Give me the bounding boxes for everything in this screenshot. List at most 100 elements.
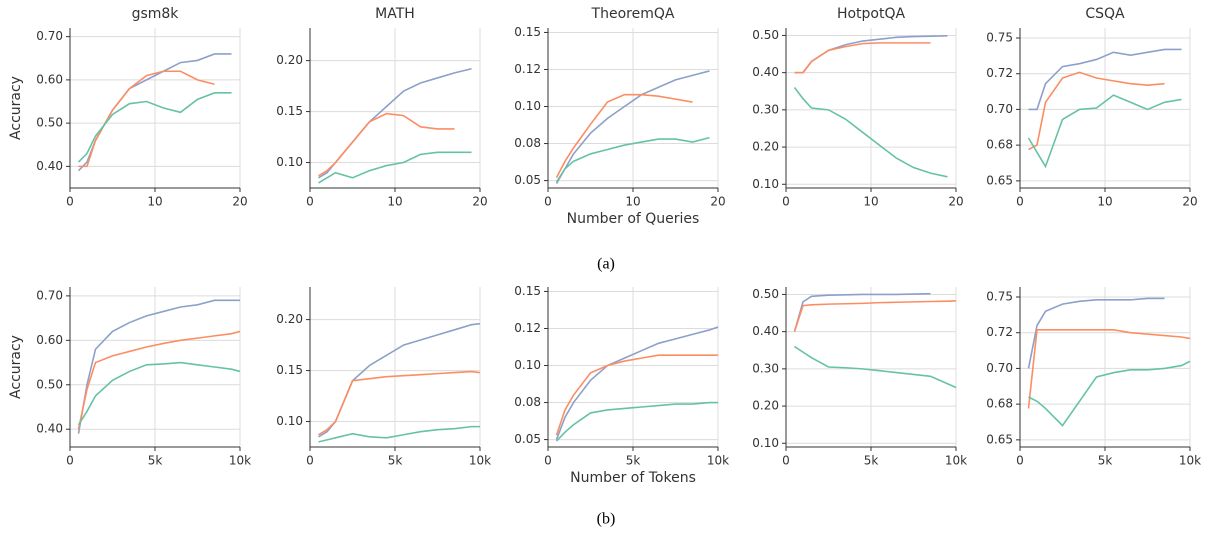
y-tick-label: 0.50 — [36, 377, 63, 391]
x-tick-label: 0 — [66, 195, 74, 209]
x-tick-label: 20 — [710, 195, 725, 209]
line — [77, 361, 241, 426]
caption: (b) — [597, 511, 616, 528]
line — [1027, 94, 1182, 169]
y-tick-label: 0.40 — [36, 422, 63, 436]
line — [318, 322, 481, 438]
chart-title: gsm8k — [132, 6, 180, 22]
y-tick-label: 0.50 — [752, 287, 779, 301]
y-tick-label: 0.70 — [36, 288, 63, 302]
y-tick-label: 0.10 — [276, 155, 303, 169]
y-tick-label: 0.60 — [36, 333, 63, 347]
x-tick-label: 10k — [229, 454, 251, 468]
x-tick-label: 10k — [1179, 454, 1201, 468]
y-tick-label: 0.70 — [36, 29, 63, 43]
y-tick-label: 0.15 — [514, 25, 541, 39]
line — [1027, 297, 1165, 369]
y-axis-label: Accuracy — [8, 335, 24, 399]
line — [555, 354, 718, 436]
y-tick-label: 0.20 — [276, 53, 303, 67]
line — [794, 42, 931, 74]
chart-title: HotpotQA — [837, 6, 906, 22]
y-tick-label: 0.12 — [514, 321, 541, 335]
x-axis-label: Number of Tokens — [570, 470, 696, 486]
x-tick-label: 10 — [147, 195, 162, 209]
line — [77, 92, 232, 163]
y-tick-label: 0.20 — [276, 312, 303, 326]
y-tick-label: 0.60 — [36, 72, 63, 86]
chart-title: CSQA — [1085, 6, 1125, 22]
line — [318, 112, 455, 177]
x-tick-label: 10 — [625, 195, 640, 209]
x-tick-label: 10 — [863, 195, 878, 209]
line — [555, 93, 693, 178]
x-tick-label: 0 — [782, 454, 790, 468]
y-axis-label: Accuracy — [8, 76, 24, 140]
x-tick-label: 0 — [782, 195, 790, 209]
y-tick-label: 0.08 — [514, 136, 541, 150]
y-tick-label: 0.10 — [752, 177, 779, 191]
x-tick-label: 10k — [945, 454, 967, 468]
y-tick-label: 0.08 — [514, 395, 541, 409]
line — [77, 299, 240, 434]
line — [793, 299, 957, 332]
x-tick-label: 20 — [232, 195, 247, 209]
x-tick-label: 5k — [626, 454, 641, 468]
y-tick-label: 0.10 — [514, 358, 541, 372]
y-tick-label: 0.40 — [752, 324, 779, 338]
y-tick-label: 0.05 — [514, 432, 541, 446]
x-tick-label: 0 — [306, 195, 314, 209]
x-tick-label: 0 — [1016, 454, 1024, 468]
line — [555, 326, 719, 440]
y-tick-label: 0.70 — [986, 102, 1013, 116]
y-tick-label: 0.75 — [986, 290, 1013, 304]
caption: (a) — [597, 256, 615, 273]
y-tick-label: 0.20 — [752, 399, 779, 413]
y-tick-label: 0.05 — [514, 173, 541, 187]
y-tick-label: 0.40 — [36, 159, 63, 173]
y-tick-label: 0.68 — [986, 397, 1013, 411]
x-tick-label: 20 — [472, 195, 487, 209]
x-tick-label: 10k — [469, 454, 491, 468]
y-tick-label: 0.65 — [986, 173, 1013, 187]
x-tick-label: 0 — [1016, 195, 1024, 209]
x-tick-label: 5k — [388, 454, 403, 468]
y-tick-label: 0.70 — [986, 361, 1013, 375]
line — [77, 330, 241, 430]
y-tick-label: 0.72 — [986, 325, 1013, 339]
x-tick-label: 20 — [948, 195, 963, 209]
line — [555, 401, 718, 442]
line — [78, 70, 215, 168]
y-tick-label: 0.15 — [514, 284, 541, 298]
chart-title: TheoremQA — [591, 6, 675, 22]
x-tick-label: 5k — [864, 454, 879, 468]
line — [793, 292, 931, 332]
line — [1028, 71, 1165, 151]
y-tick-label: 0.50 — [752, 28, 779, 42]
y-tick-label: 0.65 — [986, 432, 1013, 446]
x-tick-label: 0 — [544, 195, 552, 209]
chart-title: MATH — [375, 6, 415, 22]
y-tick-label: 0.15 — [276, 363, 303, 377]
x-tick-label: 10k — [707, 454, 729, 468]
x-tick-label: 10 — [387, 195, 402, 209]
line — [1027, 329, 1191, 409]
line — [318, 151, 472, 184]
y-tick-label: 0.75 — [986, 31, 1013, 45]
line — [555, 136, 710, 183]
line — [1028, 48, 1182, 111]
y-tick-label: 0.40 — [752, 65, 779, 79]
x-tick-label: 10 — [1097, 195, 1112, 209]
y-tick-label: 0.10 — [276, 414, 303, 428]
y-tick-label: 0.72 — [986, 66, 1013, 80]
x-tick-label: 0 — [66, 454, 74, 468]
line — [1028, 360, 1191, 427]
y-tick-label: 0.30 — [752, 102, 779, 116]
y-tick-label: 0.10 — [752, 436, 779, 450]
x-axis-label: Number of Queries — [567, 211, 700, 227]
y-tick-label: 0.15 — [276, 104, 303, 118]
x-tick-label: 0 — [306, 454, 314, 468]
y-tick-label: 0.12 — [514, 62, 541, 76]
x-tick-label: 0 — [544, 454, 552, 468]
